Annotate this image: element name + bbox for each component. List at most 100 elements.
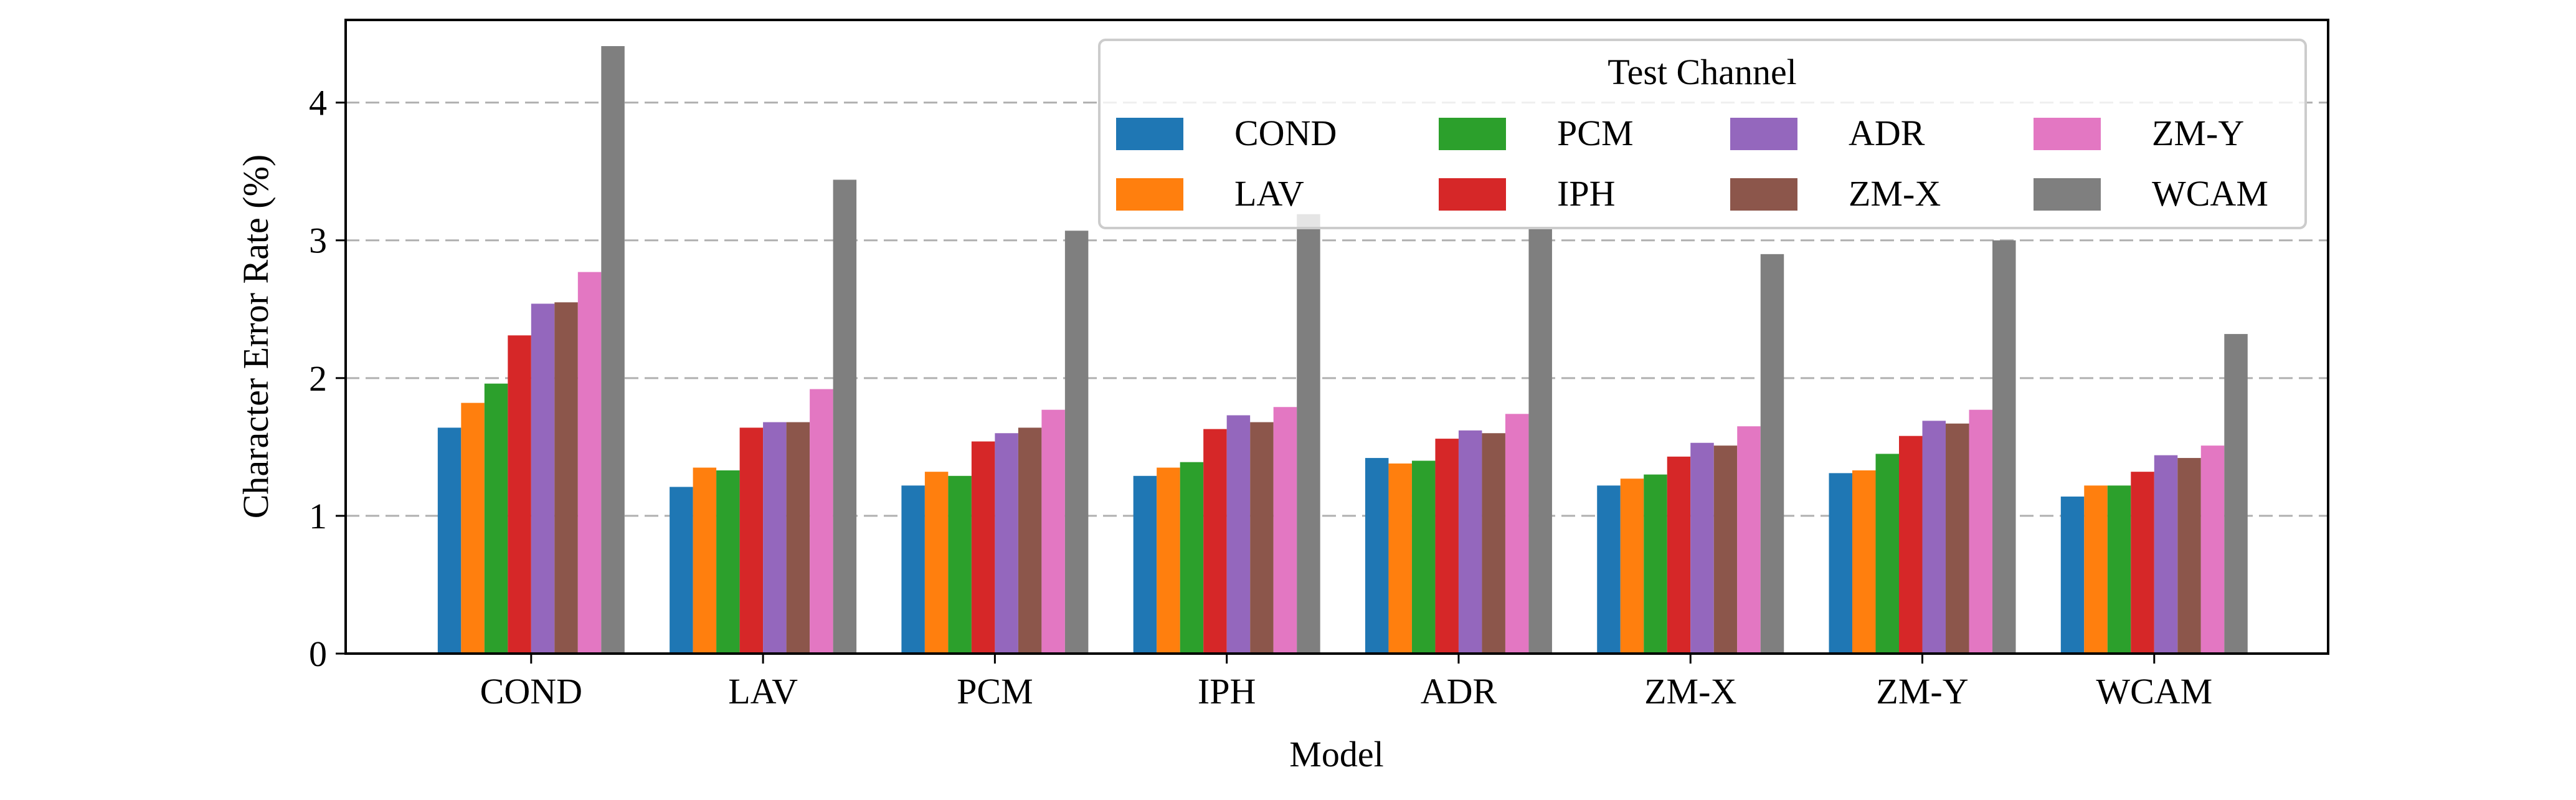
bar-adr-cond xyxy=(1365,458,1389,654)
legend-swatch-wcam xyxy=(2034,178,2101,211)
bars xyxy=(437,46,2248,654)
x-tick-label: COND xyxy=(480,671,582,712)
x-tick-label: ZM-Y xyxy=(1876,671,1968,712)
bar-cond-iph xyxy=(508,335,531,654)
x-tick-label: ADR xyxy=(1421,671,1497,712)
bar-pcm-zm-y xyxy=(1041,409,1065,654)
x-axis-label: Model xyxy=(1289,734,1383,774)
bar-zm-x-adr xyxy=(1690,442,1714,654)
legend-label-zm-y: ZM-Y xyxy=(2152,113,2244,153)
bar-zm-y-adr xyxy=(1922,421,1946,654)
bar-cond-zm-x xyxy=(554,302,578,654)
bar-zm-y-zm-y xyxy=(1969,409,1993,654)
y-axis-label: Character Error Rate (%) xyxy=(235,155,276,519)
legend-swatch-adr xyxy=(1730,118,1797,150)
x-tick-label: PCM xyxy=(957,671,1033,712)
bar-iph-cond xyxy=(1133,475,1157,654)
legend-label-iph: IPH xyxy=(1557,173,1615,214)
bar-lav-lav xyxy=(693,467,717,654)
legend-label-pcm: PCM xyxy=(1557,113,1634,153)
bar-iph-adr xyxy=(1226,415,1251,654)
legend: Test Channel COND LAV PCM IPH ADR ZM-X ZM-Y WCA… xyxy=(1098,39,2307,229)
bar-lav-zm-y xyxy=(810,389,833,654)
bar-adr-pcm xyxy=(1411,460,1436,654)
bar-pcm-lav xyxy=(924,472,949,654)
bar-lav-pcm xyxy=(716,470,740,654)
bar-cond-zm-y xyxy=(577,272,602,654)
legend-swatch-zm-x xyxy=(1730,178,1797,211)
y-axis-ticks: 0 1 2 3 4 xyxy=(309,83,346,674)
legend-swatch-pcm xyxy=(1439,118,1506,150)
bar-zm-x-zm-x xyxy=(1713,445,1738,654)
bar-lav-wcam xyxy=(833,179,857,654)
x-axis-ticks: COND LAV PCM IPH ADR ZM-X ZM-Y WCAM xyxy=(480,654,2212,712)
legend-box xyxy=(1098,39,2307,229)
bar-adr-wcam xyxy=(1528,227,1552,654)
bar-zm-x-zm-y xyxy=(1737,426,1761,654)
x-tick-label: LAV xyxy=(728,671,798,712)
bar-lav-zm-x xyxy=(786,422,810,654)
bar-zm-y-wcam xyxy=(1992,240,2016,654)
bar-cond-adr xyxy=(531,303,555,654)
bar-iph-pcm xyxy=(1180,462,1204,654)
bar-cond-wcam xyxy=(601,46,625,654)
bar-adr-zm-x xyxy=(1482,433,1505,654)
bar-zm-x-lav xyxy=(1620,479,1644,654)
x-tick-label: ZM-X xyxy=(1644,671,1736,712)
bar-iph-zm-x xyxy=(1250,422,1274,654)
bar-pcm-zm-x xyxy=(1018,427,1042,654)
legend-label-lav: LAV xyxy=(1234,173,1304,214)
legend-label-zm-x: ZM-X xyxy=(1849,173,1941,214)
bar-wcam-zm-y xyxy=(2200,445,2225,654)
bar-zm-y-zm-x xyxy=(1946,423,1969,654)
legend-entries: COND LAV PCM IPH ADR ZM-X ZM-Y WCAM xyxy=(1116,113,2268,214)
legend-label-wcam: WCAM xyxy=(2152,173,2268,214)
bar-wcam-cond xyxy=(2060,496,2085,654)
y-tick-label: 1 xyxy=(309,496,327,536)
y-tick-label: 0 xyxy=(309,634,327,674)
bar-iph-zm-y xyxy=(1273,407,1297,654)
bar-pcm-adr xyxy=(995,433,1018,654)
bar-zm-x-pcm xyxy=(1644,474,1667,654)
legend-label-cond: COND xyxy=(1234,113,1337,153)
legend-title: Test Channel xyxy=(1608,52,1797,92)
bar-wcam-pcm xyxy=(2107,485,2131,654)
bar-lav-adr xyxy=(763,422,787,654)
bar-iph-lav xyxy=(1157,467,1180,654)
bar-pcm-wcam xyxy=(1064,231,1089,654)
bar-cond-pcm xyxy=(484,383,508,654)
bar-pcm-iph xyxy=(971,441,995,654)
bar-wcam-iph xyxy=(2131,472,2154,654)
bar-wcam-adr xyxy=(2154,455,2178,654)
bar-wcam-wcam xyxy=(2224,334,2248,654)
bar-adr-lav xyxy=(1388,463,1412,654)
bar-adr-iph xyxy=(1435,439,1459,654)
bar-iph-iph xyxy=(1203,429,1227,654)
bar-adr-adr xyxy=(1458,430,1482,654)
legend-label-adr: ADR xyxy=(1849,113,1925,153)
legend-swatch-lav xyxy=(1116,178,1183,211)
bar-pcm-cond xyxy=(901,485,925,654)
bar-wcam-zm-x xyxy=(2177,458,2201,654)
legend-swatch-zm-y xyxy=(2034,118,2101,150)
bar-zm-y-lav xyxy=(1852,470,1876,654)
bar-zm-y-cond xyxy=(1829,473,1853,654)
legend-swatch-iph xyxy=(1439,178,1506,211)
x-tick-label: IPH xyxy=(1198,671,1256,712)
bar-zm-x-wcam xyxy=(1760,254,1784,654)
bar-pcm-pcm xyxy=(948,475,972,654)
bar-zm-y-iph xyxy=(1899,436,1923,654)
legend-swatch-cond xyxy=(1116,118,1183,150)
bar-adr-zm-y xyxy=(1505,414,1529,654)
plot-frame xyxy=(344,19,2329,655)
y-tick-label: 2 xyxy=(309,358,327,399)
bar-cond-cond xyxy=(437,427,462,654)
y-tick-label: 3 xyxy=(309,221,327,261)
x-tick-label: WCAM xyxy=(2096,671,2212,712)
bar-cond-lav xyxy=(461,402,485,654)
bar-wcam-lav xyxy=(2084,485,2108,654)
bar-zm-x-cond xyxy=(1597,485,1621,654)
bar-lav-cond xyxy=(670,487,693,654)
